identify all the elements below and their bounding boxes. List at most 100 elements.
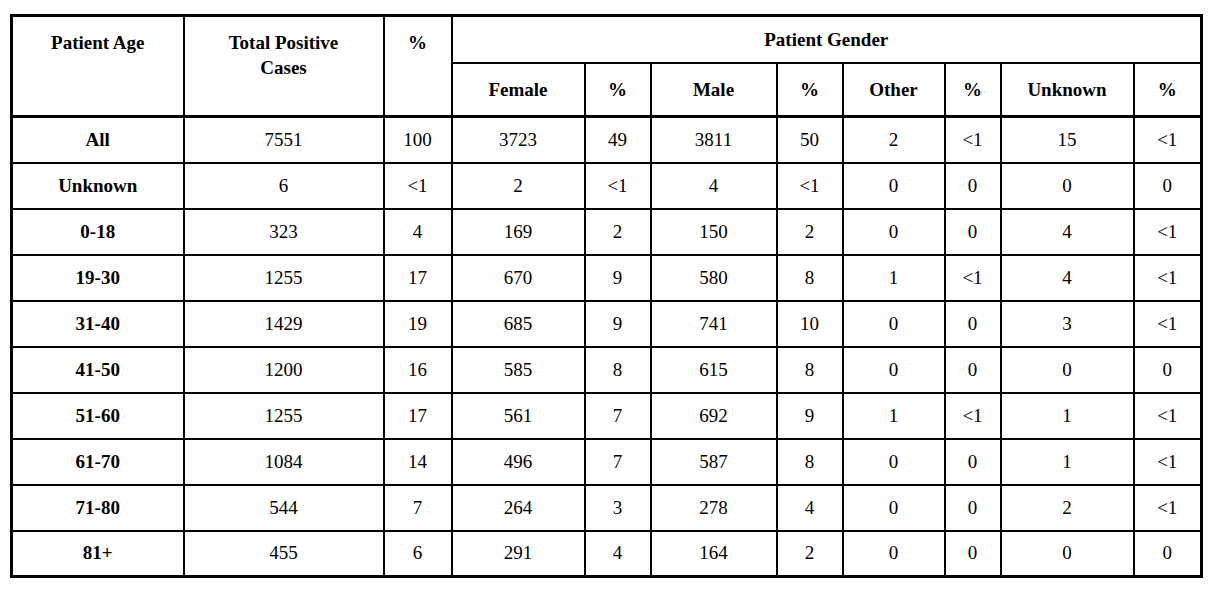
data-cell: 587 — [651, 439, 777, 485]
data-cell: <1 — [945, 117, 1001, 163]
header-percent: % — [945, 63, 1001, 117]
age-cell: Unknown — [12, 163, 184, 209]
data-cell: 323 — [184, 209, 384, 255]
table-row: 51-60125517561769291<11<1 — [12, 393, 1202, 439]
data-cell: 4 — [777, 485, 843, 531]
data-cell: 3 — [1001, 301, 1134, 347]
data-cell: 1429 — [184, 301, 384, 347]
data-cell: 8 — [777, 255, 843, 301]
data-cell: 7 — [585, 393, 651, 439]
table-row: 61-7010841449675878001<1 — [12, 439, 1202, 485]
data-cell: <1 — [945, 255, 1001, 301]
data-cell: 561 — [452, 393, 585, 439]
age-cell: 31-40 — [12, 301, 184, 347]
age-cell: 61-70 — [12, 439, 184, 485]
data-cell: 8 — [777, 439, 843, 485]
data-cell: <1 — [1134, 485, 1202, 531]
data-cell: 0 — [843, 301, 945, 347]
data-cell: 0 — [843, 485, 945, 531]
age-cell: All — [12, 117, 184, 163]
header-percent: % — [1134, 63, 1202, 117]
data-cell: 0 — [843, 347, 945, 393]
data-cell: 2 — [777, 531, 843, 577]
data-cell: 0 — [1134, 347, 1202, 393]
data-cell: 670 — [452, 255, 585, 301]
header-gender-female: Female — [452, 63, 585, 117]
data-cell: 0 — [843, 531, 945, 577]
header-total-positive-cases: Total Positive Cases — [184, 16, 384, 117]
data-cell: 3723 — [452, 117, 585, 163]
data-cell: <1 — [384, 163, 452, 209]
data-cell: 8 — [777, 347, 843, 393]
table-row: Unknown6<12<14<10000 — [12, 163, 1202, 209]
data-cell: 615 — [651, 347, 777, 393]
data-cell: 0 — [945, 485, 1001, 531]
data-cell: 7 — [585, 439, 651, 485]
data-cell: 264 — [452, 485, 585, 531]
data-cell: 7 — [384, 485, 452, 531]
data-cell: <1 — [1134, 439, 1202, 485]
data-cell: 4 — [1001, 255, 1134, 301]
data-cell: 0 — [945, 301, 1001, 347]
data-cell: 19 — [384, 301, 452, 347]
data-cell: 1084 — [184, 439, 384, 485]
data-cell: 496 — [452, 439, 585, 485]
data-cell: 9 — [585, 255, 651, 301]
data-cell: 4 — [651, 163, 777, 209]
data-cell: 692 — [651, 393, 777, 439]
age-cell: 71-80 — [12, 485, 184, 531]
data-cell: 1255 — [184, 255, 384, 301]
data-cell: 17 — [384, 255, 452, 301]
data-cell: 1255 — [184, 393, 384, 439]
data-cell: 16 — [384, 347, 452, 393]
header-row-main: Patient Age Total Positive Cases % Patie… — [12, 16, 1202, 63]
data-cell: <1 — [1134, 393, 1202, 439]
data-cell: 100 — [384, 117, 452, 163]
data-cell: 6 — [184, 163, 384, 209]
data-cell: 0 — [945, 163, 1001, 209]
data-cell: <1 — [777, 163, 843, 209]
data-cell: 6 — [384, 531, 452, 577]
data-cell: 741 — [651, 301, 777, 347]
data-cell: 17 — [384, 393, 452, 439]
data-cell: 4 — [1001, 209, 1134, 255]
data-cell: 169 — [452, 209, 585, 255]
table-row: 0-18323416921502004<1 — [12, 209, 1202, 255]
table-body: All75511003723493811502<115<1Unknown6<12… — [12, 117, 1202, 577]
data-cell: 0 — [945, 347, 1001, 393]
header-percent: % — [777, 63, 843, 117]
data-cell: 580 — [651, 255, 777, 301]
data-cell: 4 — [384, 209, 452, 255]
data-cell: 15 — [1001, 117, 1134, 163]
data-cell: 9 — [585, 301, 651, 347]
table-row: 81+4556291416420000 — [12, 531, 1202, 577]
age-cell: 19-30 — [12, 255, 184, 301]
data-cell: 2 — [452, 163, 585, 209]
data-cell: 8 — [585, 347, 651, 393]
data-cell: 0 — [843, 163, 945, 209]
table-row: 19-30125517670958081<14<1 — [12, 255, 1202, 301]
data-cell: 0 — [945, 209, 1001, 255]
data-cell: 50 — [777, 117, 843, 163]
header-patient-gender: Patient Gender — [452, 16, 1202, 63]
data-cell: <1 — [1134, 209, 1202, 255]
data-cell: 0 — [1001, 163, 1134, 209]
data-cell: 1200 — [184, 347, 384, 393]
data-cell: 585 — [452, 347, 585, 393]
data-cell: 1 — [1001, 393, 1134, 439]
data-cell: 685 — [452, 301, 585, 347]
header-gender-other: Other — [843, 63, 945, 117]
table-row: All75511003723493811502<115<1 — [12, 117, 1202, 163]
data-cell: 0 — [1134, 531, 1202, 577]
data-cell: <1 — [585, 163, 651, 209]
patient-demographics-table: Patient Age Total Positive Cases % Patie… — [10, 14, 1203, 578]
data-cell: 164 — [651, 531, 777, 577]
age-cell: 41-50 — [12, 347, 184, 393]
table-row: 31-40142919685974110003<1 — [12, 301, 1202, 347]
data-cell: 9 — [777, 393, 843, 439]
table-header: Patient Age Total Positive Cases % Patie… — [12, 16, 1202, 117]
header-gender-unknown: Unknown — [1001, 63, 1134, 117]
data-cell: 3 — [585, 485, 651, 531]
data-cell: 7551 — [184, 117, 384, 163]
data-cell: 1 — [1001, 439, 1134, 485]
